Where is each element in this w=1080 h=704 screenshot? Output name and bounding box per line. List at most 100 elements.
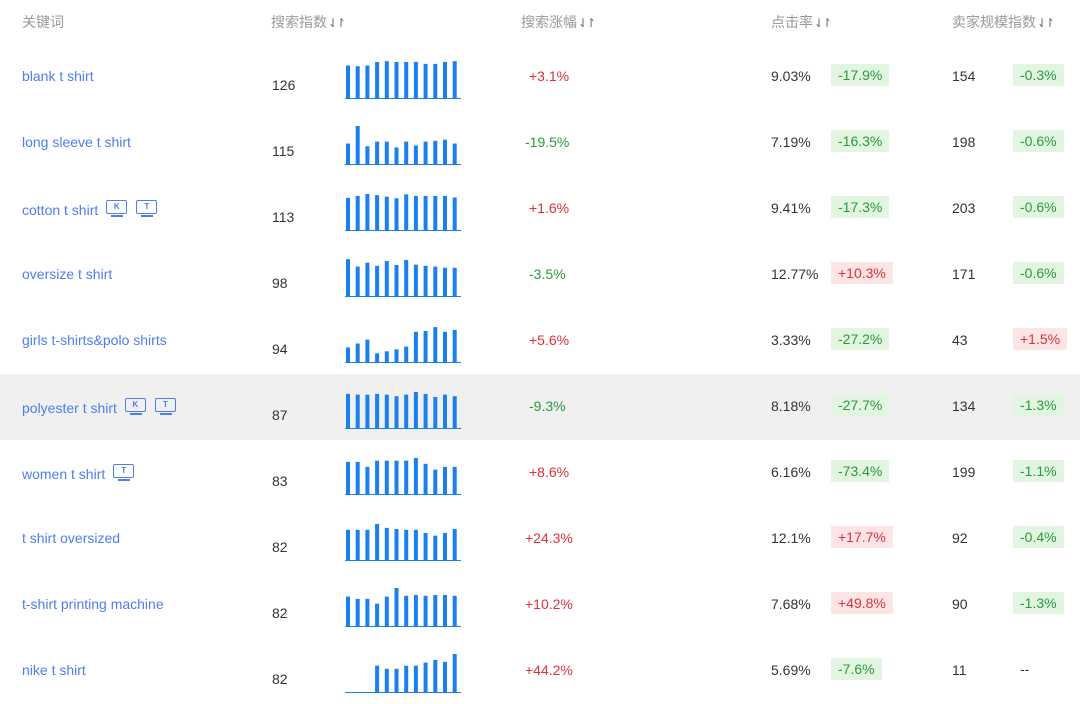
- trend-bar: [365, 193, 370, 231]
- trend-bar: [346, 529, 350, 561]
- trend-bar: [423, 595, 428, 627]
- trend-bar: [404, 346, 409, 363]
- trend-bar: [413, 595, 418, 627]
- ctr-change-badge: +10.3%: [831, 262, 893, 284]
- trend-bar: [365, 339, 370, 363]
- ctr-value: 12.1%: [771, 530, 811, 546]
- keyword-link[interactable]: oversize t shirt: [22, 266, 112, 282]
- trend-bar: [413, 457, 418, 495]
- header-search-index[interactable]: 搜索指数⇃↾: [271, 14, 346, 30]
- trend-bar: [384, 668, 389, 693]
- seller-change-badge: --: [1020, 661, 1030, 677]
- search-trend-chart: [345, 126, 461, 165]
- trend-bar: [375, 393, 380, 429]
- keyword-text[interactable]: t shirt oversized: [22, 530, 121, 546]
- keyword-text[interactable]: nike t shirt: [22, 662, 86, 678]
- t-device-icon[interactable]: T: [113, 464, 135, 482]
- search-growth-value: +10.2%: [525, 596, 573, 612]
- keyword-link[interactable]: blank t shirt: [22, 68, 94, 84]
- trend-bar: [404, 595, 409, 627]
- trend-bar: [452, 396, 457, 429]
- trend-bar: [346, 65, 350, 99]
- header-ctr[interactable]: 点击率⇃↾: [771, 14, 832, 30]
- trend-bar: [346, 461, 350, 495]
- t-device-icon[interactable]: T: [154, 398, 177, 416]
- ctr-value: 5.69%: [771, 662, 811, 678]
- keyword-link[interactable]: girls t-shirts&polo shirts: [22, 332, 167, 348]
- trend-bar: [355, 529, 360, 561]
- sort-icon[interactable]: ⇃↾: [328, 16, 346, 30]
- trend-bar: [365, 146, 370, 165]
- table-row[interactable]: t-shirt printing machine 82 +10.2% 7.68% +49…: [0, 572, 1080, 638]
- keyword-link[interactable]: t-shirt printing machine: [22, 596, 164, 612]
- seller-scale-value: 11: [952, 662, 967, 678]
- search-growth-value: +24.3%: [525, 530, 573, 546]
- search-index-value: 115: [272, 143, 295, 159]
- trend-bar: [346, 596, 350, 627]
- trend-bar: [433, 397, 438, 429]
- search-index-value: 82: [272, 671, 288, 687]
- header-keyword: 关键词: [22, 14, 64, 30]
- trend-bar: [443, 139, 447, 165]
- keyword-text[interactable]: t-shirt printing machine: [22, 596, 164, 612]
- sort-icon[interactable]: ⇃↾: [578, 16, 596, 30]
- trend-bar: [355, 343, 360, 363]
- trend-bar: [355, 266, 360, 297]
- keyword-text[interactable]: blank t shirt: [22, 68, 94, 84]
- trend-bar: [404, 529, 409, 561]
- ctr-change-badge: -27.7%: [831, 394, 890, 416]
- trend-bar: [384, 61, 389, 99]
- table-row[interactable]: cotton t shirt K T 113 +1.6% 9.41% -17.3% 203 -0…: [0, 176, 1080, 242]
- trend-bar: [355, 195, 360, 231]
- keyword-link[interactable]: cotton t shirt K T: [22, 200, 158, 218]
- table-row[interactable]: long sleeve t shirt 115 -19.5% 7.19% -16.3% 1…: [0, 110, 1080, 176]
- seller-change-badge: -0.3%: [1013, 64, 1064, 86]
- header-seller-scale[interactable]: 卖家规模指数⇃↾: [952, 14, 1055, 30]
- t-device-icon[interactable]: T: [136, 200, 158, 218]
- keyword-text[interactable]: women t shirt: [22, 466, 106, 482]
- table-row[interactable]: women t shirt T 83 +8.6% 6.16% -73.4% 199 -1.1%: [0, 440, 1080, 506]
- seller-scale-value: 154: [952, 68, 976, 84]
- trend-bar: [365, 65, 370, 99]
- trend-bar: [355, 126, 360, 165]
- table-row[interactable]: blank t shirt 126 +3.1% 9.03% -17.9% 154 -0.3%: [0, 44, 1080, 110]
- keyword-text[interactable]: girls t-shirts&polo shirts: [22, 332, 167, 348]
- keyword-text[interactable]: polyester t shirt: [22, 400, 117, 416]
- table-row[interactable]: nike t shirt 82 +44.2% 5.69% -7.6% 11 --: [0, 638, 1080, 704]
- keyword-text[interactable]: long sleeve t shirt: [22, 134, 131, 150]
- trend-bar: [423, 265, 428, 297]
- keyword-link[interactable]: nike t shirt: [22, 662, 86, 678]
- trend-bar: [394, 349, 399, 363]
- header-search-growth[interactable]: 搜索涨幅⇃↾: [521, 14, 596, 30]
- trend-bar: [355, 394, 360, 429]
- keyword-link[interactable]: polyester t shirt K T: [22, 398, 177, 416]
- keyword-text[interactable]: cotton t shirt: [22, 202, 99, 218]
- table-row[interactable]: oversize t shirt 98 -3.5% 12.77% +10.3% 171 -0…: [0, 242, 1080, 308]
- trend-bar: [443, 61, 447, 99]
- trend-bar: [365, 262, 370, 297]
- device-letter: K: [106, 200, 128, 214]
- sort-icon[interactable]: ⇃↾: [814, 16, 832, 30]
- trend-bar: [452, 329, 457, 363]
- ctr-value: 3.33%: [771, 332, 811, 348]
- k-device-icon[interactable]: K: [124, 398, 147, 416]
- trend-bar: [394, 147, 399, 165]
- trend-bar: [413, 529, 418, 561]
- trend-bar: [423, 63, 428, 99]
- table-row[interactable]: polyester t shirt K T 87 -9.3% 8.18% -27.7% 134…: [0, 374, 1080, 440]
- keyword-text[interactable]: oversize t shirt: [22, 266, 113, 282]
- table-row[interactable]: girls t-shirts&polo shirts 94 +5.6% 3.33% -2…: [0, 308, 1080, 374]
- table-row[interactable]: t shirt oversized 82 +24.3% 12.1% +17.7% 92 -0…: [0, 506, 1080, 572]
- ctr-change-badge: -17.3%: [831, 196, 890, 218]
- keyword-link[interactable]: women t shirt T: [22, 464, 135, 482]
- keyword-link[interactable]: t shirt oversized: [22, 530, 120, 546]
- keyword-link[interactable]: long sleeve t shirt: [22, 134, 131, 150]
- ctr-value: 9.03%: [771, 68, 811, 84]
- trend-bar: [433, 63, 438, 99]
- trend-bar: [443, 532, 447, 561]
- sort-icon[interactable]: ⇃↾: [1037, 16, 1055, 30]
- trend-bar: [452, 267, 457, 297]
- search-growth-value: +8.6%: [529, 464, 570, 480]
- k-device-icon[interactable]: K: [106, 200, 128, 218]
